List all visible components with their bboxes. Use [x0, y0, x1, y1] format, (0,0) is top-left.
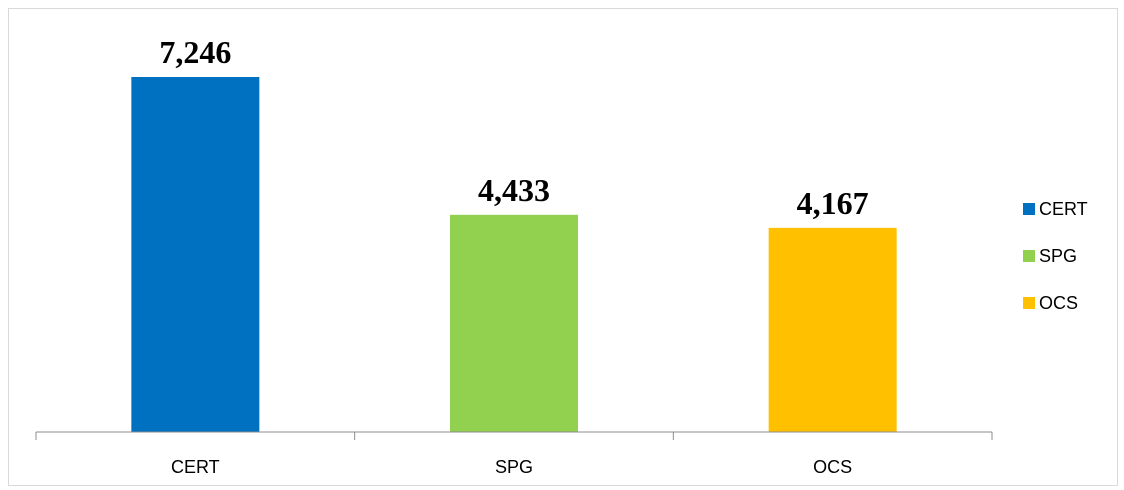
legend-swatch-spg — [1023, 250, 1035, 262]
data-label-cert: 7,246 — [159, 34, 231, 70]
legend: CERT SPG OCS — [1023, 199, 1088, 313]
legend-label-cert: CERT — [1039, 199, 1088, 219]
data-label-ocs: 4,167 — [797, 185, 869, 221]
x-tick-label-ocs: OCS — [813, 457, 852, 477]
legend-swatch-ocs — [1023, 297, 1035, 309]
bar-spg — [450, 214, 578, 432]
bars-layer — [131, 77, 897, 432]
data-label-spg: 4,433 — [478, 172, 550, 208]
bar-ocs — [768, 227, 897, 432]
x-tick-label-spg: SPG — [495, 457, 533, 477]
legend-label-ocs: OCS — [1039, 293, 1078, 313]
x-tick-label-cert: CERT — [171, 457, 220, 477]
bar-cert — [131, 77, 260, 432]
legend-label-spg: SPG — [1039, 246, 1077, 266]
legend-swatch-cert — [1023, 203, 1035, 215]
data-labels-layer: 7,246 4,433 4,167 — [159, 34, 868, 221]
x-axis: CERT SPG OCS — [35, 431, 993, 477]
